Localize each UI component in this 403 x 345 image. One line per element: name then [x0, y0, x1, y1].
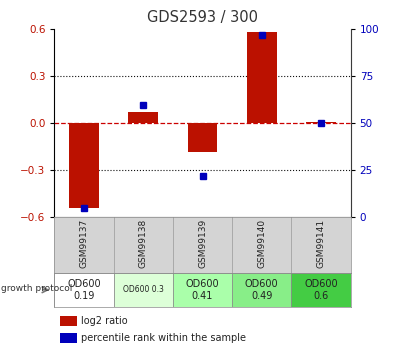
Text: GSM99137: GSM99137	[79, 219, 89, 268]
Bar	[291, 273, 351, 307]
Text: OD600 0.3: OD600 0.3	[123, 285, 164, 294]
Bar	[69, 123, 99, 208]
Bar	[60, 316, 77, 326]
Text: GSM99138: GSM99138	[139, 219, 148, 268]
Text: growth protocol: growth protocol	[1, 284, 73, 293]
Text: log2 ratio: log2 ratio	[81, 316, 128, 326]
Text: OD600
0.49: OD600 0.49	[245, 279, 278, 300]
Bar	[173, 273, 232, 307]
Text: OD600
0.6: OD600 0.6	[304, 279, 338, 300]
Bar	[54, 273, 114, 307]
Text: OD600
0.41: OD600 0.41	[186, 279, 219, 300]
Bar	[129, 112, 158, 123]
Bar	[114, 273, 173, 307]
Text: GSM99141: GSM99141	[316, 219, 326, 268]
Title: GDS2593 / 300: GDS2593 / 300	[147, 10, 258, 26]
Bar	[306, 122, 336, 123]
Bar	[232, 273, 291, 307]
Bar	[188, 123, 217, 151]
Bar	[247, 32, 276, 123]
Text: percentile rank within the sample: percentile rank within the sample	[81, 333, 246, 343]
Text: OD600
0.19: OD600 0.19	[67, 279, 101, 300]
Text: GSM99140: GSM99140	[257, 219, 266, 268]
Text: GSM99139: GSM99139	[198, 219, 207, 268]
Bar	[60, 333, 77, 343]
